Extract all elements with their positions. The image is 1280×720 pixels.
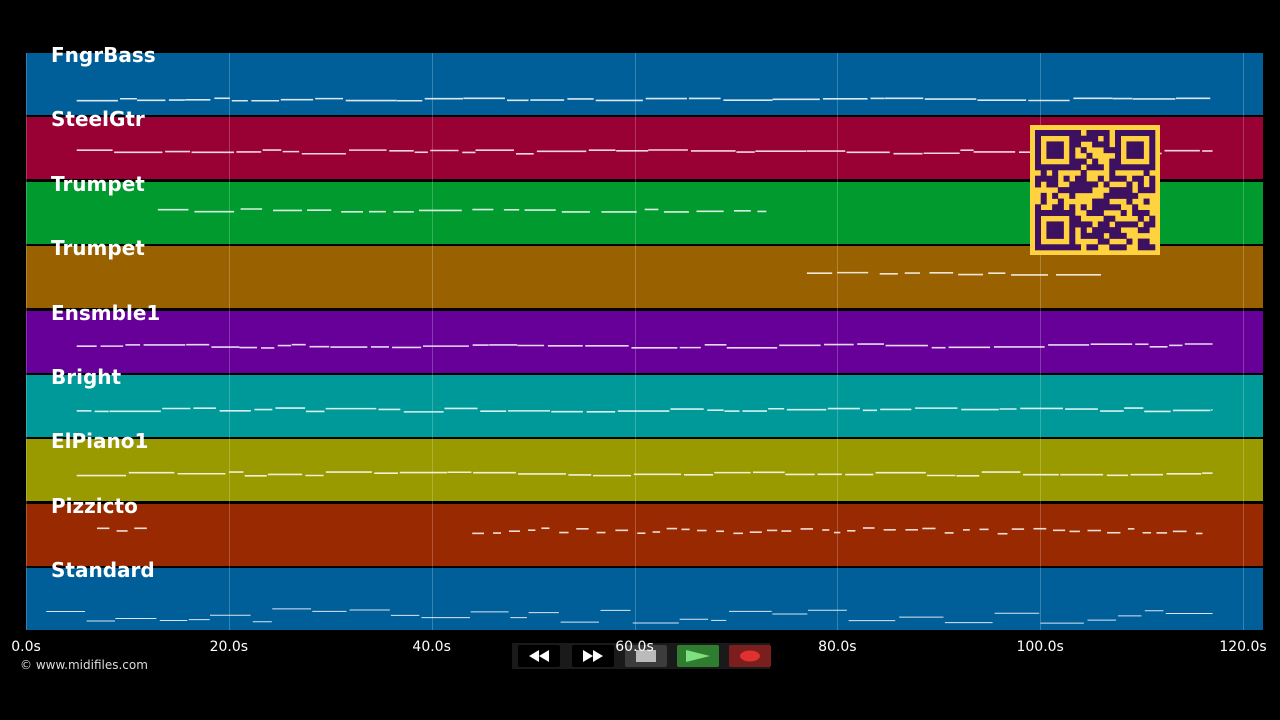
track-label: Trumpet [51,171,145,196]
track-label: FngrBass [51,43,156,67]
transport-controls [512,643,771,669]
track-lane: Trumpet [26,238,1263,309]
time-gridline [634,53,636,630]
stop-button[interactable] [625,645,667,667]
stop-icon [636,650,656,662]
time-gridline [1040,53,1042,630]
time-gridline [431,53,433,630]
rewind-icon [529,650,549,662]
time-tick-label: 60.0s [615,639,654,655]
play-icon [686,650,710,662]
time-gridline [837,53,839,630]
track-label: Ensmble1 [51,300,161,325]
note-lines [76,97,1211,102]
time-tick-label: 0.0s [11,639,41,655]
track-label: Pizzicto [51,493,138,518]
track-lane: Bright [26,367,1263,437]
time-gridline [228,53,230,630]
time-tick-label: 40.0s [412,639,451,655]
record-button[interactable] [729,645,771,667]
time-gridline [26,53,27,630]
note-lines [46,608,1213,624]
play-button[interactable] [677,645,719,667]
note-lines [76,407,1213,413]
track-lane: Pizzicto [26,496,1263,566]
track-label: ElPiano1 [51,429,149,454]
track-label: Standard [51,558,155,583]
note-lines [76,342,1213,349]
note-lines [157,208,767,213]
note-lines [96,526,1203,535]
track-label: SteelGtr [51,107,145,132]
rewind-button[interactable] [518,645,560,667]
record-icon [740,650,760,662]
track-lane: Ensmble1 [26,303,1263,373]
time-tick-label: 100.0s [1016,639,1064,655]
copyright-text: © www.midifiles.com [20,658,148,672]
time-tick-label: 80.0s [818,639,857,655]
note-lines [76,471,1213,477]
track-label: Trumpet [51,236,145,261]
track-lane: ElPiano1 [26,431,1263,502]
note-lines [806,272,1102,276]
track-label: Bright [51,365,122,389]
time-tick-label: 120.0s [1219,639,1267,655]
fast-forward-button[interactable] [572,645,614,667]
time-tick-label: 20.0s [209,639,249,655]
track-lane: FngrBass [26,45,1263,115]
fast-forward-icon [583,650,603,662]
track-lane: Standard [26,560,1263,631]
qr-code-icon [1030,125,1160,255]
time-gridline [1243,53,1244,630]
